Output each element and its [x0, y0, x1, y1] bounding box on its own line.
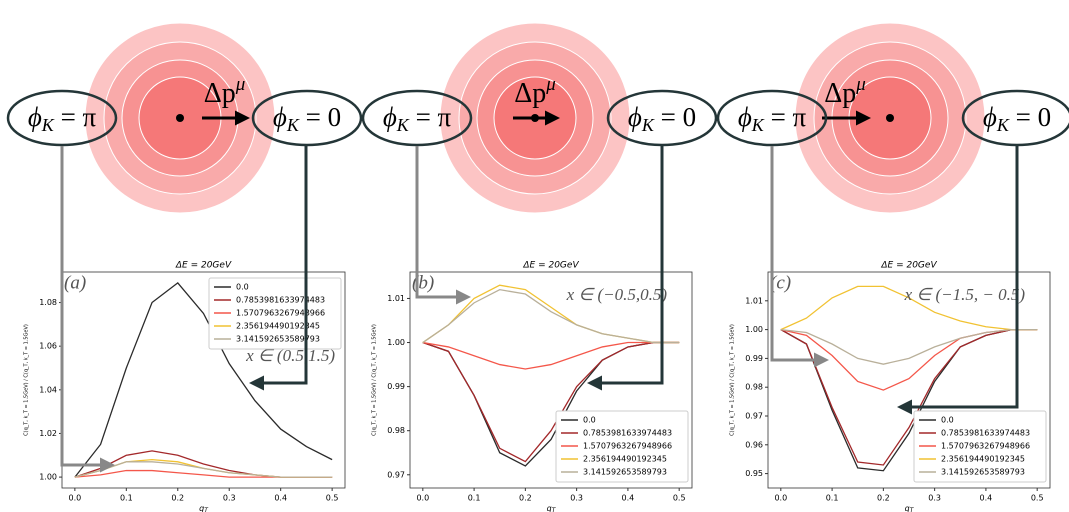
y-axis-label: C(q_T, k_T = 1.5GeV) / C(q_T, k_T = 1.5G…	[730, 324, 736, 436]
phi-label: ϕK = π	[383, 102, 452, 135]
phi: ϕ	[628, 102, 642, 132]
y-tick-label: 1.04	[39, 385, 57, 394]
shift-base: Δp	[204, 78, 236, 109]
x-tick-label: 0.4	[980, 494, 993, 503]
y-tick-label: 0.99	[387, 382, 405, 391]
x-label-sub: T	[910, 507, 915, 512]
phi: ϕ	[28, 102, 42, 132]
legend-label: 1.5707963267948966	[236, 309, 325, 318]
y-tick-label: 0.99	[745, 354, 763, 363]
chart-title: ΔE = 20GeV	[522, 261, 579, 271]
legend-label: 0.0	[941, 416, 954, 425]
phi: ϕ	[273, 102, 287, 132]
x-tick-label: 0.0	[774, 494, 787, 503]
x-tick-label: 0.5	[1031, 494, 1044, 503]
shift-sup: μ	[235, 74, 246, 95]
chart-title: ΔE = 20GeV	[880, 261, 937, 271]
legend-label: 3.141592653589793	[941, 468, 1025, 477]
range-label: x ∈ (−0.5,0.5)	[566, 285, 668, 304]
phi-label: ϕK = π	[738, 102, 807, 135]
y-tick-label: 1.01	[387, 294, 405, 303]
y-axis-label: C(q_T, k_T = 1.5GeV) / C(q_T, k_T = 1.5G…	[372, 324, 378, 436]
range-label: x ∈ (−1.5, − 0.5)	[904, 285, 1026, 304]
phi-rhs: = π	[409, 102, 452, 132]
x-label-sub: T	[204, 507, 209, 512]
x-tick-label: 0.3	[223, 494, 236, 503]
x-tick-label: 0.1	[120, 494, 133, 503]
panel-label: (a)	[64, 272, 86, 293]
phi-rhs: = 0	[1009, 102, 1051, 132]
x-tick-label: 0.5	[673, 494, 686, 503]
phi: ϕ	[738, 102, 752, 132]
y-tick-label: 1.02	[39, 429, 57, 438]
phi-sub: K	[41, 115, 55, 135]
x-tick-label: 0.1	[826, 494, 839, 503]
x-tick-label: 0.4	[274, 494, 287, 503]
y-axis-label: C(q_T, k_T = 1.5GeV) / C(q_T, k_T = 1.5G…	[24, 324, 30, 436]
x-tick-label: 0.1	[468, 494, 481, 503]
shift-base: Δp	[514, 78, 546, 109]
phi: ϕ	[983, 102, 997, 132]
y-tick-label: 0.98	[745, 383, 763, 392]
figure: ΔpμϕK = πϕK = 0ΔpμϕK = πϕK = 0ΔpμϕK = πϕ…	[0, 0, 1069, 512]
x-tick-label: 0.2	[171, 494, 184, 503]
center-dot	[886, 114, 894, 122]
legend-label: 0.7853981633974483	[236, 296, 325, 305]
y-tick-label: 1.00	[387, 338, 405, 347]
center-dot	[176, 114, 184, 122]
phi-label: ϕK = π	[28, 102, 97, 135]
phi-label: ϕK = 0	[273, 102, 341, 135]
y-tick-label: 1.00	[39, 473, 57, 482]
x-tick-label: 0.3	[570, 494, 583, 503]
panel-label: (b)	[412, 272, 434, 293]
phi-sub: K	[751, 115, 765, 135]
x-axis-label: qT	[547, 504, 557, 512]
legend-label: 1.5707963267948966	[941, 442, 1030, 451]
phi: ϕ	[383, 102, 397, 132]
y-tick-label: 1.01	[745, 296, 763, 305]
y-tick-label: 0.98	[387, 426, 405, 435]
legend-label: 1.5707963267948966	[583, 442, 672, 451]
phi-sub: K	[286, 115, 300, 135]
charts: ΔE = 20GeV 0.0 0.1 0.2 0.3 0.4 0.5 1.00 1.02 1.04…	[24, 261, 1051, 512]
legend-label: 3.141592653589793	[583, 468, 667, 477]
phi-label: ϕK = 0	[628, 102, 696, 135]
phi-sub: K	[996, 115, 1010, 135]
phi-rhs: = 0	[299, 102, 341, 132]
x-label-sub: T	[552, 507, 557, 512]
phi-rhs: = π	[764, 102, 807, 132]
legend-label: 0.0	[583, 416, 596, 425]
y-tick-label: 1.00	[745, 325, 763, 334]
x-tick-label: 0.2	[877, 494, 890, 503]
y-tick-label: 0.96	[745, 440, 763, 449]
y-tick-label: 1.08	[39, 298, 57, 307]
legend-label: 2.356194490192345	[583, 455, 667, 464]
x-tick-label: 0.4	[622, 494, 635, 503]
y-tick-label: 0.95	[745, 469, 763, 478]
legend-label: 0.0	[236, 283, 249, 292]
x-tick-label: 0.0	[416, 494, 429, 503]
y-tick-label: 1.06	[39, 342, 57, 351]
x-tick-label: 0.3	[928, 494, 941, 503]
diagrams: ΔpμϕK = πϕK = 0ΔpμϕK = πϕK = 0ΔpμϕK = πϕ…	[8, 23, 1069, 213]
phi-rhs: = 0	[654, 102, 696, 132]
shift-sup: μ	[545, 74, 556, 95]
y-tick-label: 0.97	[745, 412, 763, 421]
x-axis-label: qT	[199, 504, 209, 512]
y-tick-label: 0.97	[387, 470, 405, 479]
phi-label: ϕK = 0	[983, 102, 1051, 135]
phi-rhs: = π	[54, 102, 97, 132]
shift-sup: μ	[855, 74, 866, 95]
shift-base: Δp	[824, 78, 856, 109]
chart-title: ΔE = 20GeV	[175, 261, 232, 271]
x-tick-label: 0.0	[68, 494, 81, 503]
phi-sub: K	[396, 115, 410, 135]
legend-label: 2.356194490192345	[941, 455, 1025, 464]
x-tick-label: 0.5	[326, 494, 339, 503]
x-axis-label: qT	[905, 504, 915, 512]
legend-label: 0.7853981633974483	[583, 429, 672, 438]
phi-sub: K	[641, 115, 655, 135]
legend-label: 0.7853981633974483	[941, 429, 1030, 438]
x-tick-label: 0.2	[519, 494, 532, 503]
